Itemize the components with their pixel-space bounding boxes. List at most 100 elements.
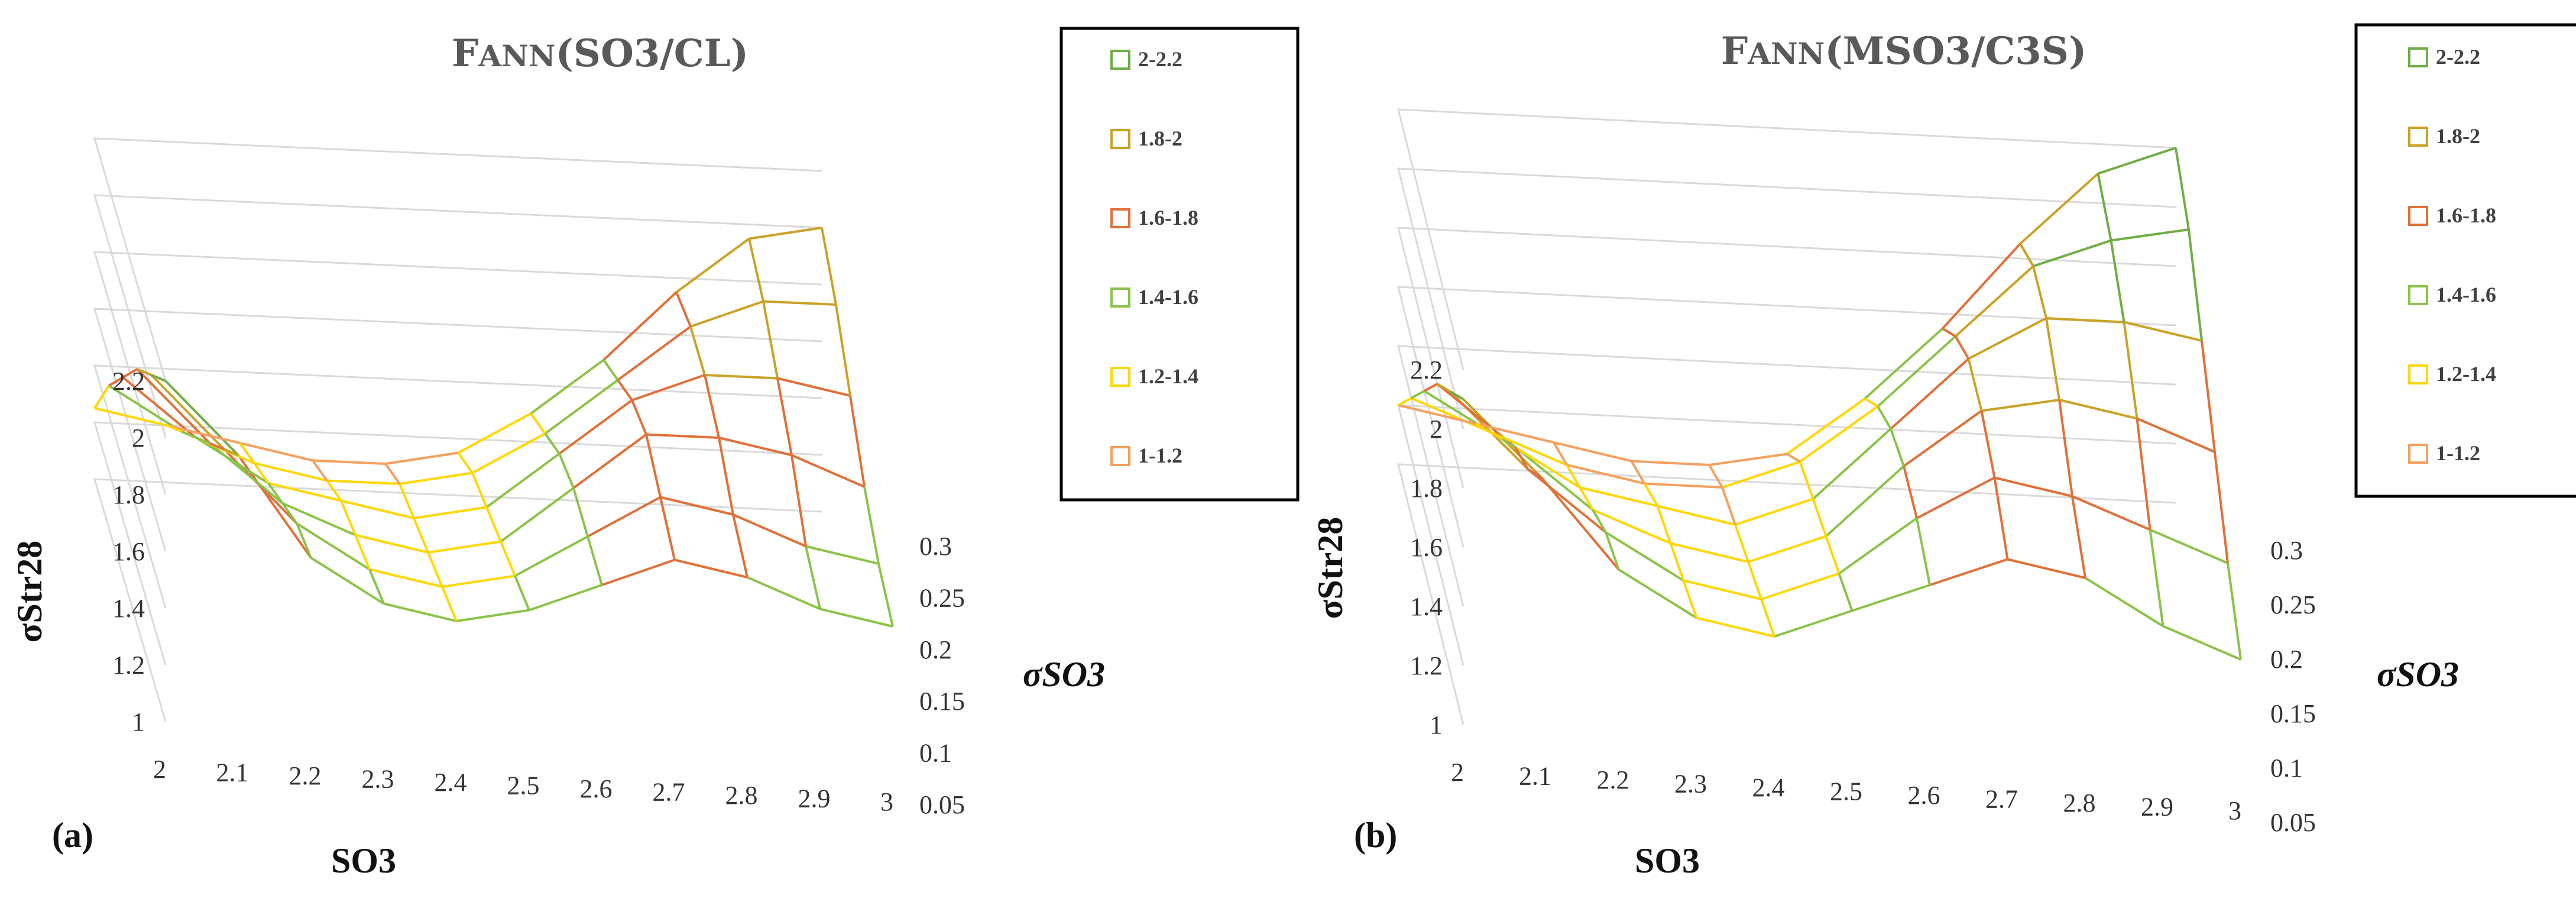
mesh-segment [1592, 509, 1671, 545]
mesh-segment [1398, 397, 1412, 406]
mesh-segment [1579, 486, 1658, 508]
mesh-segment [151, 374, 166, 382]
mesh-segment [762, 301, 779, 379]
z-tick-label: 0.05 [2270, 808, 2316, 837]
y-tick-label: 1.2 [112, 651, 145, 680]
mesh-segment [282, 502, 356, 537]
mesh-segment [763, 300, 837, 306]
mesh-segment [1786, 453, 1801, 463]
legend-label: 1.2-1.4 [1138, 364, 1198, 388]
mesh-segment [195, 436, 270, 484]
mesh-segment [631, 374, 705, 402]
legend-swatch [1110, 50, 1130, 70]
mesh-segment [2227, 563, 2242, 660]
legend-swatch [2408, 285, 2428, 305]
mesh-segment [239, 442, 313, 462]
mesh-segment [1812, 498, 1827, 537]
mesh-segment [1708, 464, 1723, 489]
mesh-segment [1709, 453, 1787, 466]
mesh-segment [93, 384, 110, 409]
y-tick-label: 1.4 [1410, 592, 1443, 621]
wall-gridline [93, 137, 822, 382]
mesh-segment [368, 568, 385, 605]
mesh-segment [1411, 397, 1490, 433]
mesh-segment [1592, 509, 1607, 534]
mesh-segment [1916, 476, 1995, 519]
mesh-segment [442, 574, 516, 588]
mesh-segment [617, 379, 633, 401]
x-tick-label: 2 [1451, 758, 1464, 787]
mesh-segment [1942, 243, 2021, 329]
legend-swatch [2408, 364, 2428, 384]
mesh-segment [863, 486, 880, 564]
mesh-segment [267, 482, 284, 505]
mesh-segment [689, 326, 706, 376]
y-tick-label: 1.4 [112, 594, 145, 623]
mesh-segment [122, 368, 138, 379]
mesh-segment [136, 368, 211, 444]
mesh-segment [1851, 584, 1930, 612]
y-axis-title: σStr28 [1311, 517, 1350, 619]
mesh-segment [749, 227, 822, 240]
mesh-segment [281, 502, 298, 525]
x-tick-label: 3 [880, 787, 893, 816]
mesh-segment [1903, 466, 1918, 519]
mesh-segment [2162, 625, 2241, 661]
x-tick-label: 2.9 [2141, 793, 2173, 822]
x-tick-label: 3 [2228, 796, 2241, 825]
z-axis-title: σSO3 [2377, 655, 2459, 694]
mesh-segment [167, 424, 241, 444]
mesh-segment [150, 374, 225, 450]
mesh-segment [1761, 572, 1840, 600]
mesh-segment [2123, 322, 2138, 419]
mesh-segment [253, 462, 270, 484]
legend-label: 1-1.2 [1138, 444, 1182, 467]
legend-label: 1.8-2 [2436, 124, 2480, 148]
mesh-segment [1476, 422, 1554, 444]
mesh-segment [1424, 383, 1438, 392]
mesh-segment [2097, 173, 2112, 241]
mesh-segment [2149, 529, 2165, 626]
legend-label: 2-2.2 [2436, 45, 2480, 69]
mesh-segment [2097, 147, 2176, 175]
legend-label: 1.8-2 [1138, 127, 1182, 150]
mesh-segment [514, 575, 530, 611]
mesh-segment [340, 500, 357, 536]
mesh-segment [326, 479, 400, 485]
x-tick-label: 2.6 [580, 774, 613, 803]
mesh-segment [1669, 542, 1685, 581]
mesh-segment [805, 545, 879, 565]
mesh-segment [399, 471, 473, 485]
tick-labels: 2 2.1 2.2 2.3 2.4 2.5 2.6 2.7 2.8 2.9 3 1 1.2 1.4 1.6 1… [1410, 356, 2316, 837]
x-tick-label: 2.3 [362, 765, 394, 794]
mesh-segment [1488, 430, 1567, 466]
x-tick-label: 2.1 [216, 758, 249, 787]
wall-gridline [1397, 404, 2176, 666]
x-tick-label: 2.7 [1985, 785, 2018, 814]
mesh-segment [1644, 482, 1723, 489]
x-tick-label: 2.1 [1519, 762, 1551, 791]
mesh-segment [819, 607, 893, 628]
x-tick-label: 2.2 [289, 761, 322, 790]
mesh-segment [530, 358, 605, 415]
mesh-segment [2071, 496, 2086, 579]
mesh-segment [2149, 528, 2228, 564]
mesh-segment [1877, 405, 1892, 430]
mesh-segment [1942, 327, 1956, 338]
mesh-segment [1981, 399, 2060, 412]
legend-label: 1.6-1.8 [1138, 206, 1198, 230]
mesh-segment [602, 291, 678, 361]
x-tick-label: 2.3 [1674, 770, 1707, 799]
mesh-segment [790, 455, 807, 547]
mesh-segment [2019, 243, 2034, 267]
legend-label: 1.2-1.4 [2436, 362, 2496, 386]
mesh-segment [268, 482, 342, 502]
mesh-segment [572, 487, 589, 537]
mesh-segment [354, 534, 371, 570]
mesh-segment [398, 483, 415, 519]
mesh-segment [1683, 579, 1762, 600]
mesh-segment [2124, 321, 2202, 342]
z-tick-label: 0.15 [919, 687, 965, 716]
mesh-segment [674, 558, 748, 579]
